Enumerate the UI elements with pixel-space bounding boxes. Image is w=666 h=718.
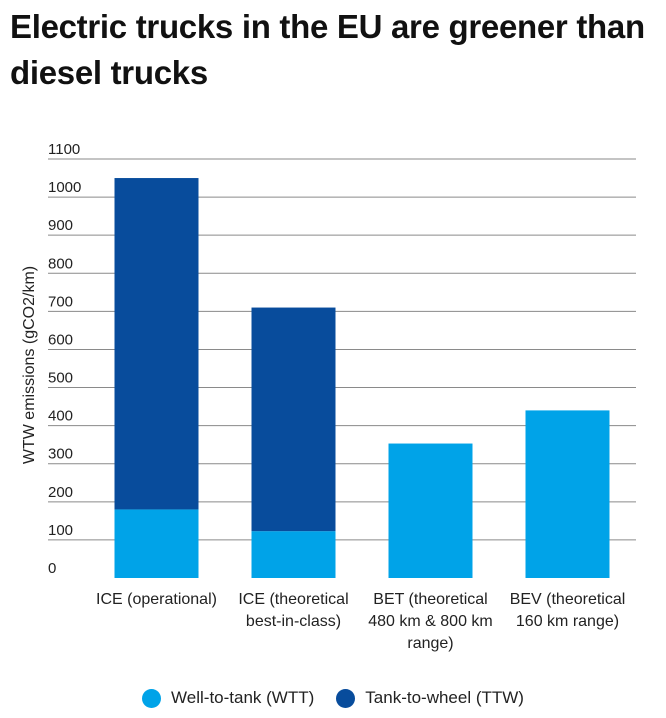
bar-segment-wtt (114, 509, 199, 578)
y-tick-label: 1000 (48, 179, 81, 196)
legend-swatch-ttw (336, 688, 356, 708)
chart-title: Electric trucks in the EU are greener th… (10, 8, 645, 91)
bar-segment-ttw (251, 307, 336, 532)
legend-item-ttw: Tank-to-wheel (TTW) (336, 688, 524, 708)
x-category-label: ICE (operational) (96, 591, 217, 608)
bar-segment-wtt (388, 443, 473, 578)
x-category-label: BEV (theoretical 160 km range) (510, 591, 626, 630)
bar-segment-ttw (114, 178, 199, 510)
x-category-label: ICE (theoretical best-in-class) (238, 591, 348, 630)
y-tick-label: 400 (48, 408, 73, 425)
y-tick-label: 100 (48, 522, 73, 539)
y-tick-label: 200 (48, 484, 73, 501)
y-tick-label: 0 (48, 560, 56, 577)
legend-item-wtt: Well-to-tank (WTT) (142, 688, 314, 708)
y-axis-label: WTW emissions (gCO2/km) (21, 266, 38, 464)
y-tick-label: 600 (48, 331, 73, 348)
y-axis-ticks: 0 100 200 300 400 500 600 700 800 900 1000 1100 (48, 141, 81, 577)
y-tick-label: 1100 (48, 141, 80, 158)
x-category-label: BET (theoretical 480 km & 800 km range) (368, 591, 493, 652)
bar-segment-wtt (525, 410, 610, 578)
y-tick-label: 700 (48, 293, 73, 310)
x-axis-labels: ICE (operational) ICE (theoretical best-in… (96, 591, 625, 652)
y-tick-label: 800 (48, 255, 73, 272)
bar-segment-wtt (251, 531, 336, 578)
stacked-bar-chart: 0 100 200 300 400 500 600 700 800 900 1000 1100 ICE… (21, 141, 636, 652)
bars (114, 178, 610, 578)
y-tick-label: 900 (48, 217, 73, 234)
y-tick-label: 300 (48, 446, 73, 463)
legend-label-wtt: Well-to-tank (WTT) (171, 688, 315, 707)
legend-label-ttw: Tank-to-wheel (TTW) (365, 688, 524, 707)
legend: Well-to-tank (WTT) Tank-to-wheel (TTW) (0, 688, 666, 708)
y-tick-label: 500 (48, 370, 73, 387)
legend-swatch-wtt (142, 688, 162, 708)
